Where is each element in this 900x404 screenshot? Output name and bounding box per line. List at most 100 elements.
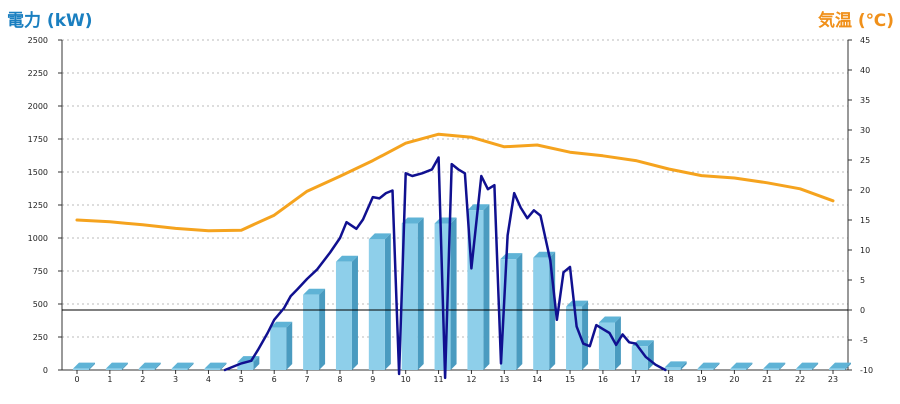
left-axis-title: 電力 (kW) [7,11,93,31]
bar [138,368,155,370]
bar-top [763,362,786,369]
bar-side [253,356,260,370]
bar-side [680,361,687,370]
bar-top [566,300,589,307]
bar [270,327,287,370]
x-tick-label: 10 [401,375,411,384]
bar-top [401,217,424,224]
x-tick-label: 23 [828,375,838,384]
left-tick-label: 1500 [28,168,48,177]
x-tick-label: 22 [795,375,805,384]
bar [401,223,418,370]
bar [237,362,254,370]
bar-top [105,362,128,369]
bar [631,346,648,370]
bar [303,294,320,370]
left-tick-label: 0 [43,366,48,375]
bar [73,368,89,370]
bar-top [598,316,621,323]
right-tick-label: 30 [860,126,870,135]
x-tick-label: 15 [565,375,575,384]
bar-side [516,253,523,370]
bar [204,368,221,370]
bar [763,368,780,370]
x-tick-label: 17 [631,375,641,384]
right-tick-label: -10 [860,366,873,375]
left-tick-label: 2250 [28,69,48,78]
x-tick-label: 19 [696,375,706,384]
bar [368,239,385,370]
x-tick-label: 14 [532,375,542,384]
x-tick-label: 2 [140,375,145,384]
right-tick-label: 5 [860,276,865,285]
bar-top [697,362,720,369]
left-tick-label: 1750 [28,135,48,144]
left-tick-label: 250 [33,333,48,342]
x-tick-label: 1 [107,375,112,384]
bar-side [121,362,128,370]
x-tick-label: 21 [762,375,772,384]
left-tick-label: 1000 [28,234,48,243]
x-tick-label: 7 [305,375,310,384]
bar-side [779,362,786,370]
bar-side [187,362,194,370]
left-tick-label: 2500 [28,36,48,45]
bar [796,368,813,370]
bar [171,368,188,370]
x-tick-label: 12 [466,375,476,384]
x-tick-label: 13 [499,375,509,384]
bar [829,368,845,370]
bar [533,257,550,370]
bar-side [450,217,457,370]
right-tick-label: -5 [860,336,868,345]
x-tick-label: 4 [206,375,211,384]
bar-side [582,300,589,370]
right-tick-label: 40 [860,66,870,75]
bar-side [89,362,95,370]
x-tick-label: 8 [337,375,342,384]
left-tick-label: 500 [33,300,48,309]
bar-top [303,288,326,295]
bar-top [368,233,391,240]
right-tick-label: 35 [860,96,870,105]
left-tick-label: 1250 [28,201,48,210]
bar [105,368,122,370]
bar-top [664,361,687,368]
bar-side [319,288,326,370]
bar-top [204,362,227,369]
bar-top [335,255,358,262]
bar [730,368,747,370]
right-tick-label: 20 [860,186,870,195]
bar-side [384,233,391,370]
bar-top [171,362,194,369]
power-line [223,156,667,380]
bar [664,367,681,370]
bar-side [351,255,358,370]
x-tick-label: 9 [370,375,375,384]
bar-side [845,362,851,370]
bar-top [138,362,161,369]
bar-side [220,362,227,370]
right-tick-label: 0 [860,306,865,315]
bar-side [417,217,424,370]
right-tick-label: 10 [860,246,870,255]
right-axis-title: 気温 (℃) [817,11,894,31]
bar-side [713,362,720,370]
bar-top [796,362,819,369]
x-tick-label: 11 [433,375,443,384]
x-tick-label: 16 [598,375,608,384]
x-tick-label: 3 [173,375,178,384]
x-tick-label: 6 [272,375,277,384]
x-tick-label: 5 [239,375,244,384]
bar-top [73,362,95,369]
bar-top [730,362,753,369]
x-tick-label: 20 [729,375,739,384]
bar-top [829,362,851,369]
bar-side [812,362,819,370]
bar-side [746,362,753,370]
right-tick-label: 45 [860,36,870,45]
bar-side [286,321,293,370]
bar [697,368,714,370]
